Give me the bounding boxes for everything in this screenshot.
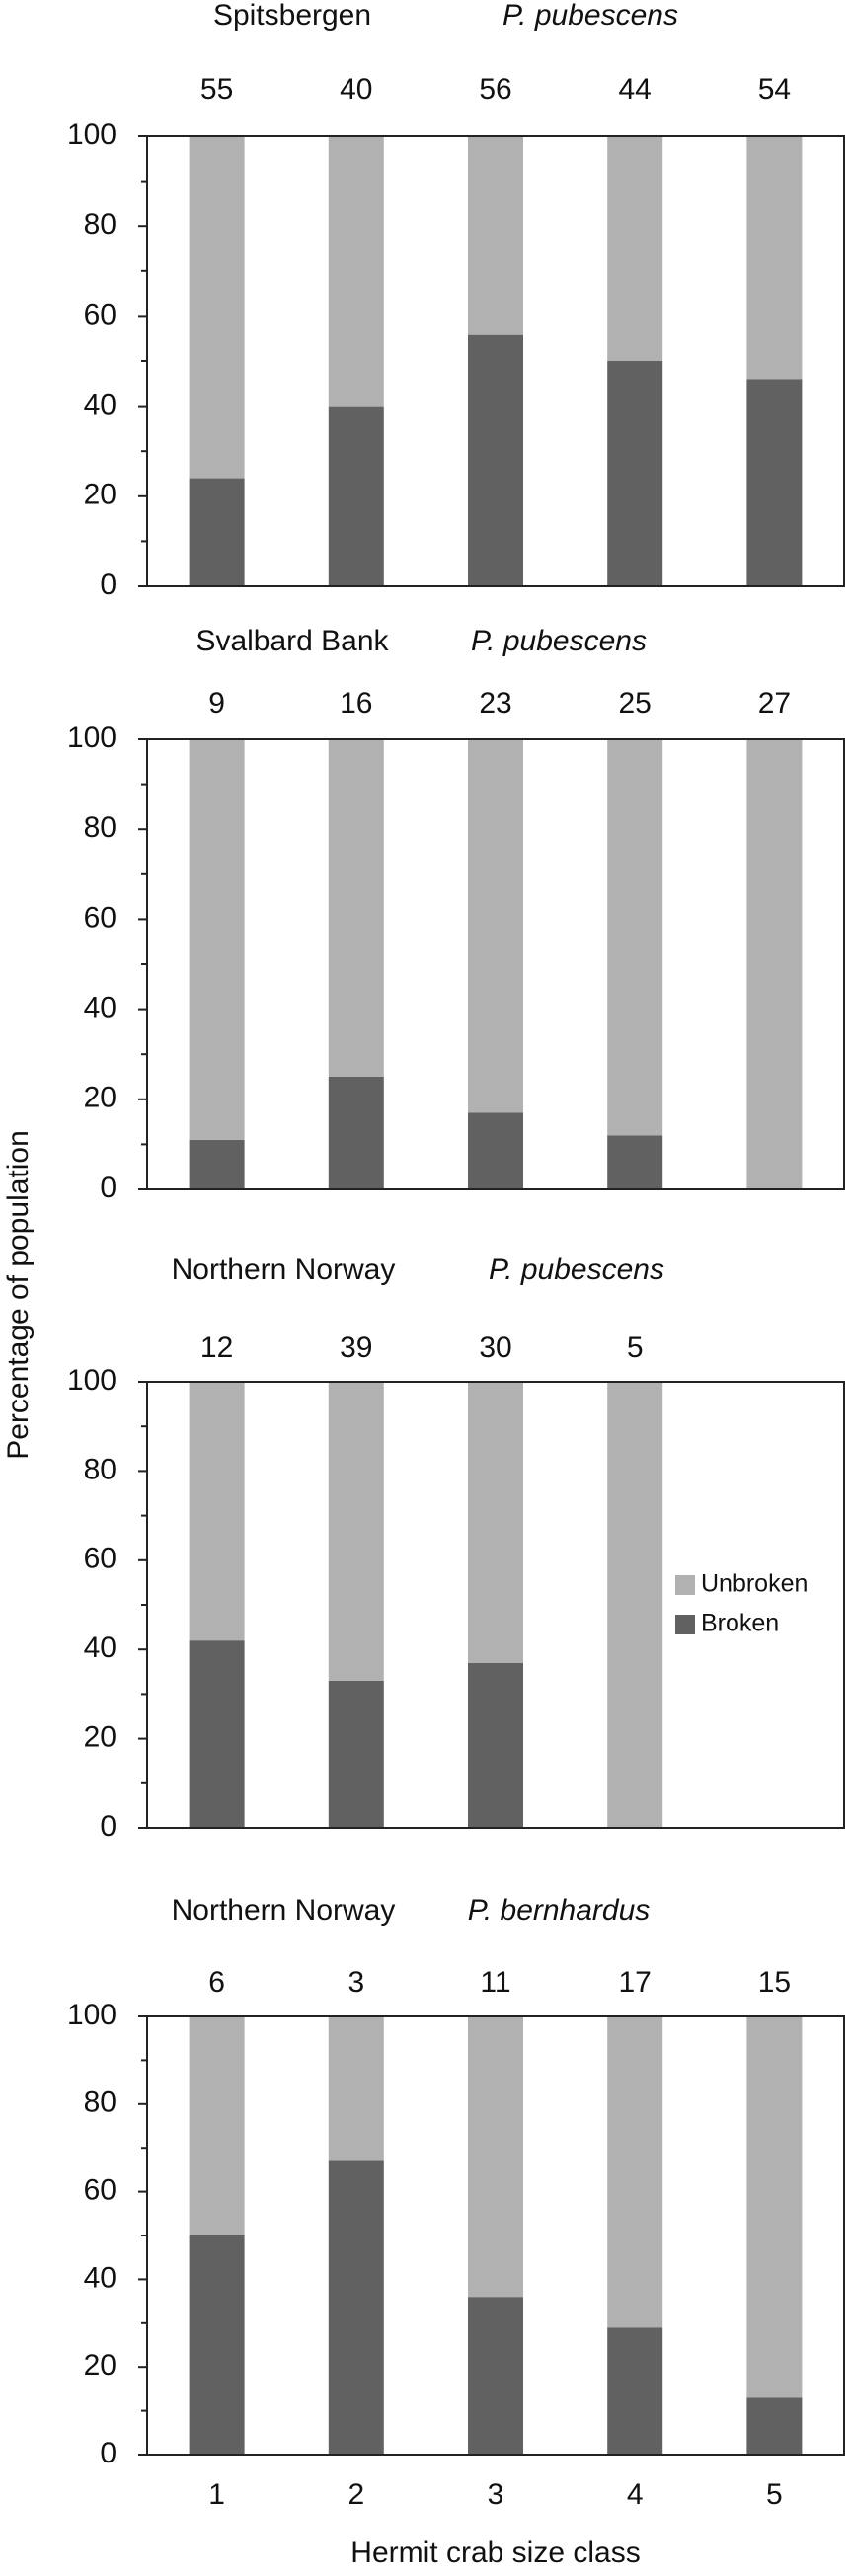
y-tick-label: 100 (67, 721, 116, 754)
bar-segment (328, 2160, 384, 2455)
y-tick-label: 80 (84, 2086, 116, 2119)
x-tick-label: 3 (488, 2478, 504, 2511)
y-tick-label: 0 (100, 568, 116, 601)
y-tick-label: 20 (84, 479, 116, 511)
panel-species: P. pubescens (489, 1253, 664, 1286)
y-tick-label: 100 (67, 118, 116, 151)
bar-segment (468, 1112, 523, 1189)
y-tick-label: 0 (100, 1810, 116, 1843)
sample-size-label: 40 (340, 73, 372, 106)
x-tick-label: 1 (208, 2478, 225, 2511)
y-tick-label: 60 (84, 2174, 116, 2207)
y-tick-label: 20 (84, 2349, 116, 2382)
sample-size-label: 23 (479, 687, 511, 720)
x-tick-label: 4 (627, 2478, 644, 2511)
bar-segment (189, 1139, 245, 1189)
sample-size-label: 9 (208, 687, 225, 720)
bar-segment (189, 2235, 245, 2455)
bar-segment (607, 361, 663, 586)
bar-segment (746, 739, 803, 1189)
panel-species: P. pubescens (502, 0, 678, 32)
y-tick-label: 40 (84, 1631, 116, 1664)
y-tick-label: 40 (84, 992, 116, 1024)
bar-segment (468, 1662, 523, 1828)
sample-size-label: 27 (758, 687, 791, 720)
bar-segment (328, 1382, 384, 1681)
bar-segment (189, 739, 245, 1140)
sample-size-label: 55 (200, 73, 233, 106)
panel-species: P. bernhardus (468, 1894, 651, 1927)
y-tick-label: 80 (84, 1453, 116, 1485)
sample-size-label: 17 (619, 1966, 652, 1999)
bar-segment (607, 739, 663, 1136)
legend-swatch (675, 1575, 695, 1595)
bar-segment (607, 2327, 663, 2455)
sample-size-label: 12 (200, 1331, 233, 1364)
legend-label: Unbroken (701, 1570, 808, 1598)
sample-size-label: 3 (347, 1966, 364, 1999)
sample-size-label: 6 (208, 1966, 225, 1999)
bar-segment (746, 2397, 803, 2455)
bar-segment (328, 1680, 384, 1828)
sample-size-label: 16 (340, 687, 372, 720)
bar-segment (468, 334, 523, 586)
bar-segment (328, 1077, 384, 1189)
y-tick-label: 100 (67, 1999, 116, 2031)
sample-size-label: 25 (619, 687, 652, 720)
panel-title: Northern Norway (172, 1253, 396, 1286)
bar-segment (189, 1382, 245, 1641)
sample-size-label: 54 (758, 73, 791, 106)
bar-segment (189, 2016, 245, 2235)
sample-size-label: 44 (619, 73, 652, 106)
x-tick-label: 2 (347, 2478, 364, 2511)
bar-segment (607, 2016, 663, 2328)
bar-segment (746, 379, 803, 586)
legend-label: Broken (701, 1610, 779, 1637)
bar-segment (328, 406, 384, 586)
bar-segment (328, 739, 384, 1077)
y-tick-label: 60 (84, 901, 116, 934)
panel-title: Northern Norway (172, 1894, 396, 1927)
bar-segment (468, 1382, 523, 1663)
bar-segment (468, 136, 523, 335)
bar-segment (607, 1135, 663, 1189)
y-tick-label: 80 (84, 811, 116, 844)
legend-swatch (675, 1615, 695, 1634)
y-tick-label: 40 (84, 389, 116, 421)
bar-segment (746, 2016, 803, 2398)
bar-segment (189, 478, 245, 586)
sample-size-label: 15 (758, 1966, 791, 1999)
sample-size-label: 39 (340, 1331, 372, 1364)
y-tick-label: 20 (84, 1082, 116, 1114)
y-tick-label: 60 (84, 298, 116, 331)
sample-size-label: 56 (479, 73, 511, 106)
y-axis-label: Percentage of population (2, 1130, 35, 1460)
x-axis-label: Hermit crab size class (350, 2537, 640, 2569)
y-tick-label: 60 (84, 1543, 116, 1575)
x-tick-label: 5 (766, 2478, 783, 2511)
bar-segment (328, 136, 384, 407)
bar-segment (607, 1382, 663, 1828)
sample-size-label: 11 (480, 1966, 510, 1999)
y-tick-label: 100 (67, 1364, 116, 1397)
panel-title: Svalbard Bank (195, 625, 389, 657)
y-tick-label: 80 (84, 208, 116, 241)
bar-segment (189, 1640, 245, 1828)
bar-segment (328, 2016, 384, 2161)
bar-segment (468, 739, 523, 1113)
y-tick-label: 20 (84, 1721, 116, 1754)
sample-size-label: 30 (479, 1331, 511, 1364)
bar-segment (746, 136, 803, 380)
bar-segment (468, 2016, 523, 2298)
y-tick-label: 0 (100, 1172, 116, 1204)
bar-segment (607, 136, 663, 361)
bar-segment (468, 2297, 523, 2455)
y-tick-label: 0 (100, 2437, 116, 2469)
panel-title: Spitsbergen (213, 0, 371, 32)
y-tick-label: 40 (84, 2261, 116, 2294)
sample-size-label: 5 (627, 1331, 644, 1364)
bar-segment (189, 136, 245, 479)
panel-species: P. pubescens (471, 625, 647, 657)
